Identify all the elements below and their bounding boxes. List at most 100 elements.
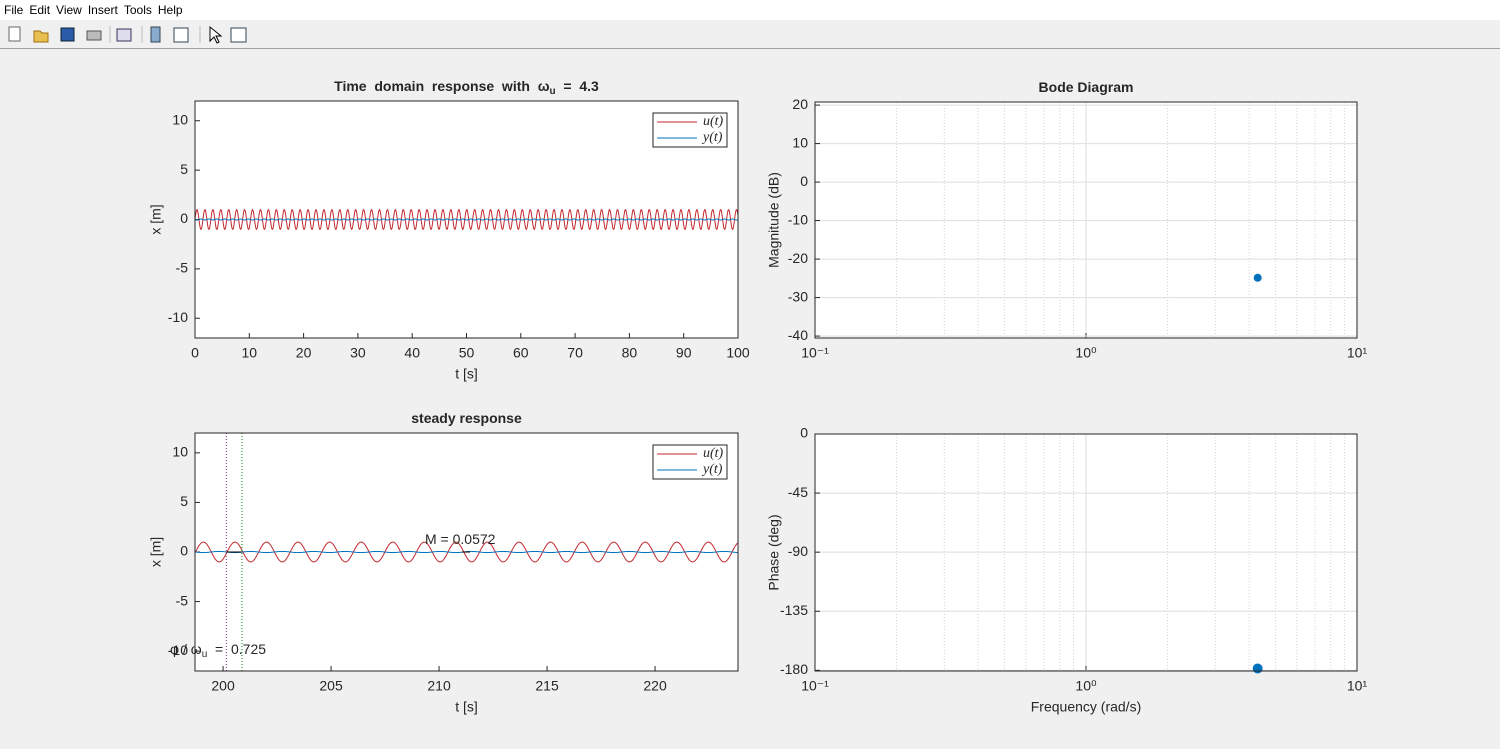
x-tick-label: 40 [404, 345, 420, 361]
x-tick-label: 100 [726, 345, 750, 361]
axes-title-sub: u [550, 86, 556, 97]
y-tick-label: 0 [800, 425, 808, 441]
save-icon[interactable] [60, 27, 75, 42]
y-tick-label: -20 [788, 250, 808, 266]
axes-box [194, 432, 739, 672]
menu-item[interactable]: File [4, 3, 24, 17]
x-tick-label: 205 [319, 678, 343, 694]
axes-box [814, 433, 1358, 672]
menu-item[interactable]: View [56, 3, 82, 17]
y-tick-label: -40 [788, 327, 808, 343]
annotation-text: M = 0.0572 [425, 531, 496, 547]
y-tick-label: 0 [800, 173, 808, 189]
legend-icon[interactable] [173, 27, 189, 43]
annotation-text: φ / ω [170, 641, 202, 657]
y-tick-label: -10 [788, 211, 808, 227]
y-tick-label: -180 [780, 661, 808, 677]
x-tick-label: 20 [296, 345, 312, 361]
colorbar-icon[interactable] [150, 26, 161, 43]
legend-label: u(t) [703, 446, 724, 461]
open-icon[interactable] [33, 30, 49, 43]
pointer-icon[interactable] [209, 25, 223, 44]
x-tick-label: 70 [567, 345, 583, 361]
export-icon[interactable] [116, 28, 132, 42]
y-tick-label: 0 [180, 210, 188, 226]
annotation-sub: u [202, 649, 208, 660]
y-tick-label: 10 [792, 134, 808, 150]
annotation-suffix: = 0.725 [207, 641, 266, 657]
x-tick-label: 10¹ [1347, 345, 1368, 361]
axes-box [194, 100, 739, 339]
menu-item[interactable]: Edit [29, 3, 51, 17]
property-icon[interactable] [230, 27, 247, 43]
legend-label: u(t) [703, 114, 724, 129]
plot-area [195, 433, 738, 671]
plot-area [195, 101, 738, 338]
x-tick-label: 10⁻¹ [801, 678, 829, 694]
x-tick-label: 60 [513, 345, 529, 361]
x-tick-label: 0 [191, 345, 199, 361]
x-tick-label: 200 [211, 678, 235, 694]
x-tick-label: 80 [622, 345, 638, 361]
menu-item[interactable]: Insert [87, 3, 118, 17]
x-axis-label: t [s] [455, 366, 478, 382]
x-tick-label: 10 [242, 345, 258, 361]
axes-title: steady response [411, 410, 522, 426]
series-line [195, 218, 738, 221]
plot-area [815, 434, 1357, 671]
y-tick-label: 0 [180, 543, 188, 559]
new-icon[interactable] [8, 26, 21, 42]
legend-box [652, 444, 728, 480]
x-tick-label: 90 [676, 345, 692, 361]
y-tick-label: -5 [176, 260, 189, 276]
axes-title-text: Bode Diagram [1039, 79, 1134, 95]
point [1253, 273, 1262, 282]
axes-title: Time domain response with ωu = 4.3 [334, 78, 599, 97]
y-tick-label: 10 [172, 111, 188, 127]
annotation: M = 0.0572 [425, 531, 496, 547]
menubar: File Edit View Insert Tools Help [0, 0, 1500, 20]
annotation: φ / ωu = 0.725 [170, 641, 266, 660]
y-tick-label: -30 [788, 288, 808, 304]
y-tick-label: 10 [172, 444, 188, 460]
print-icon[interactable] [86, 30, 102, 41]
axes-title-suffix: = 4.3 [556, 78, 599, 94]
y-tick-label: -45 [788, 484, 808, 500]
series-line [195, 550, 738, 554]
menu-item[interactable]: Help [157, 3, 183, 17]
y-axis-label: Magnitude (dB) [766, 172, 782, 268]
menu-item[interactable]: Tools [123, 3, 152, 17]
legend-label: y(t) [701, 462, 723, 477]
y-axis-label: Phase (deg) [766, 514, 782, 590]
y-tick-label: 20 [792, 96, 808, 112]
y-axis-label: x [m] [148, 204, 164, 234]
y-tick-label: -5 [176, 592, 189, 608]
y-tick-label: -10 [168, 309, 188, 325]
toolbar [0, 21, 1500, 49]
y-tick-label: -10 [168, 642, 188, 658]
x-tick-label: 10⁰ [1075, 345, 1097, 361]
series-line [195, 541, 738, 563]
x-tick-label: 10⁻¹ [801, 345, 829, 361]
y-tick-label: 5 [180, 161, 188, 177]
x-tick-label: 50 [459, 345, 475, 361]
y-tick-label: 5 [180, 493, 188, 509]
axes-title-text: steady response [411, 410, 522, 426]
toolbar-icons [8, 25, 247, 44]
x-axis-label: Frequency (rad/s) [1031, 699, 1141, 715]
x-tick-label: 10¹ [1347, 678, 1368, 694]
axes-title-text: Time domain response with ω [334, 78, 550, 94]
axes-title: Bode Diagram [1039, 79, 1134, 95]
x-axis-label: t [s] [455, 699, 478, 715]
x-tick-label: 220 [643, 678, 667, 694]
y-axis-label: x [m] [148, 537, 164, 567]
legend-label: y(t) [701, 130, 723, 145]
legend-box [652, 112, 728, 148]
axes-box [814, 101, 1358, 339]
plot-area [815, 102, 1357, 338]
x-tick-label: 10⁰ [1075, 678, 1097, 694]
x-tick-label: 210 [427, 678, 451, 694]
x-tick-label: 215 [535, 678, 559, 694]
